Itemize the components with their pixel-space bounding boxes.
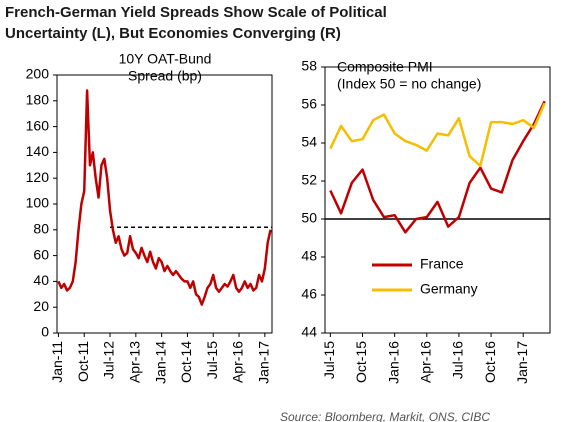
x-tick-label: Jul-12 xyxy=(101,341,117,379)
y-tick-label: 46 xyxy=(301,286,317,302)
legend-label: France xyxy=(420,256,464,272)
x-tick-label: Jan-14 xyxy=(152,341,168,384)
series-line xyxy=(57,89,272,306)
panel-title: Spread (bp) xyxy=(128,68,202,84)
y-tick-label: 56 xyxy=(301,96,317,112)
y-tick-label: 180 xyxy=(26,92,50,108)
y-tick-label: 20 xyxy=(33,298,49,314)
x-tick-label: Oct-11 xyxy=(75,341,91,382)
x-tick-label: Jan-11 xyxy=(49,341,65,383)
x-tick-label: Jul-16 xyxy=(450,341,466,379)
y-tick-label: 50 xyxy=(301,210,317,226)
y-tick-label: 80 xyxy=(33,221,49,237)
y-tick-label: 0 xyxy=(41,324,49,340)
y-tick-label: 54 xyxy=(301,134,317,150)
x-tick-label: Jan-16 xyxy=(385,341,401,384)
panel-title: (Index 50 = no change) xyxy=(337,76,481,92)
y-tick-label: 52 xyxy=(301,172,317,188)
y-tick-label: 140 xyxy=(26,143,50,159)
x-tick-label: Oct-15 xyxy=(353,341,369,383)
panel-title: 10Y OAT-Bund xyxy=(119,51,212,67)
y-tick-label: 160 xyxy=(26,117,50,133)
series-line xyxy=(329,102,546,168)
plot-frame xyxy=(56,74,273,334)
y-tick-label: 40 xyxy=(33,272,49,288)
y-tick-label: 60 xyxy=(33,246,49,262)
x-tick-label: Apr-16 xyxy=(230,341,246,383)
plot-frame xyxy=(324,66,551,334)
x-tick-label: Oct-16 xyxy=(482,341,498,383)
x-tick-label: Jan-17 xyxy=(514,341,530,384)
y-tick-label: 48 xyxy=(301,248,317,264)
x-tick-label: Jul-15 xyxy=(204,341,220,379)
x-tick-label: Apr-16 xyxy=(417,341,433,383)
y-tick-label: 120 xyxy=(26,169,50,185)
x-tick-label: Oct-14 xyxy=(178,341,194,383)
x-tick-label: Jan-17 xyxy=(256,341,272,384)
source: Source: Bloomberg, Markit, ONS, CIBC xyxy=(280,410,490,422)
page-title: French-German Yield Spreads Show Scale o… xyxy=(5,4,387,21)
page-title: Uncertainty (L), But Economies Convergin… xyxy=(5,25,341,42)
series-line xyxy=(329,100,546,234)
y-tick-label: 100 xyxy=(26,195,50,211)
panel-title: Composite PMI xyxy=(337,59,433,75)
y-tick-label: 44 xyxy=(301,324,317,340)
y-tick-label: 58 xyxy=(301,58,317,74)
x-tick-label: Apr-13 xyxy=(127,341,143,383)
x-tick-label: Jul-15 xyxy=(321,341,337,379)
y-tick-label: 200 xyxy=(26,66,50,82)
legend-label: Germany xyxy=(420,281,478,297)
